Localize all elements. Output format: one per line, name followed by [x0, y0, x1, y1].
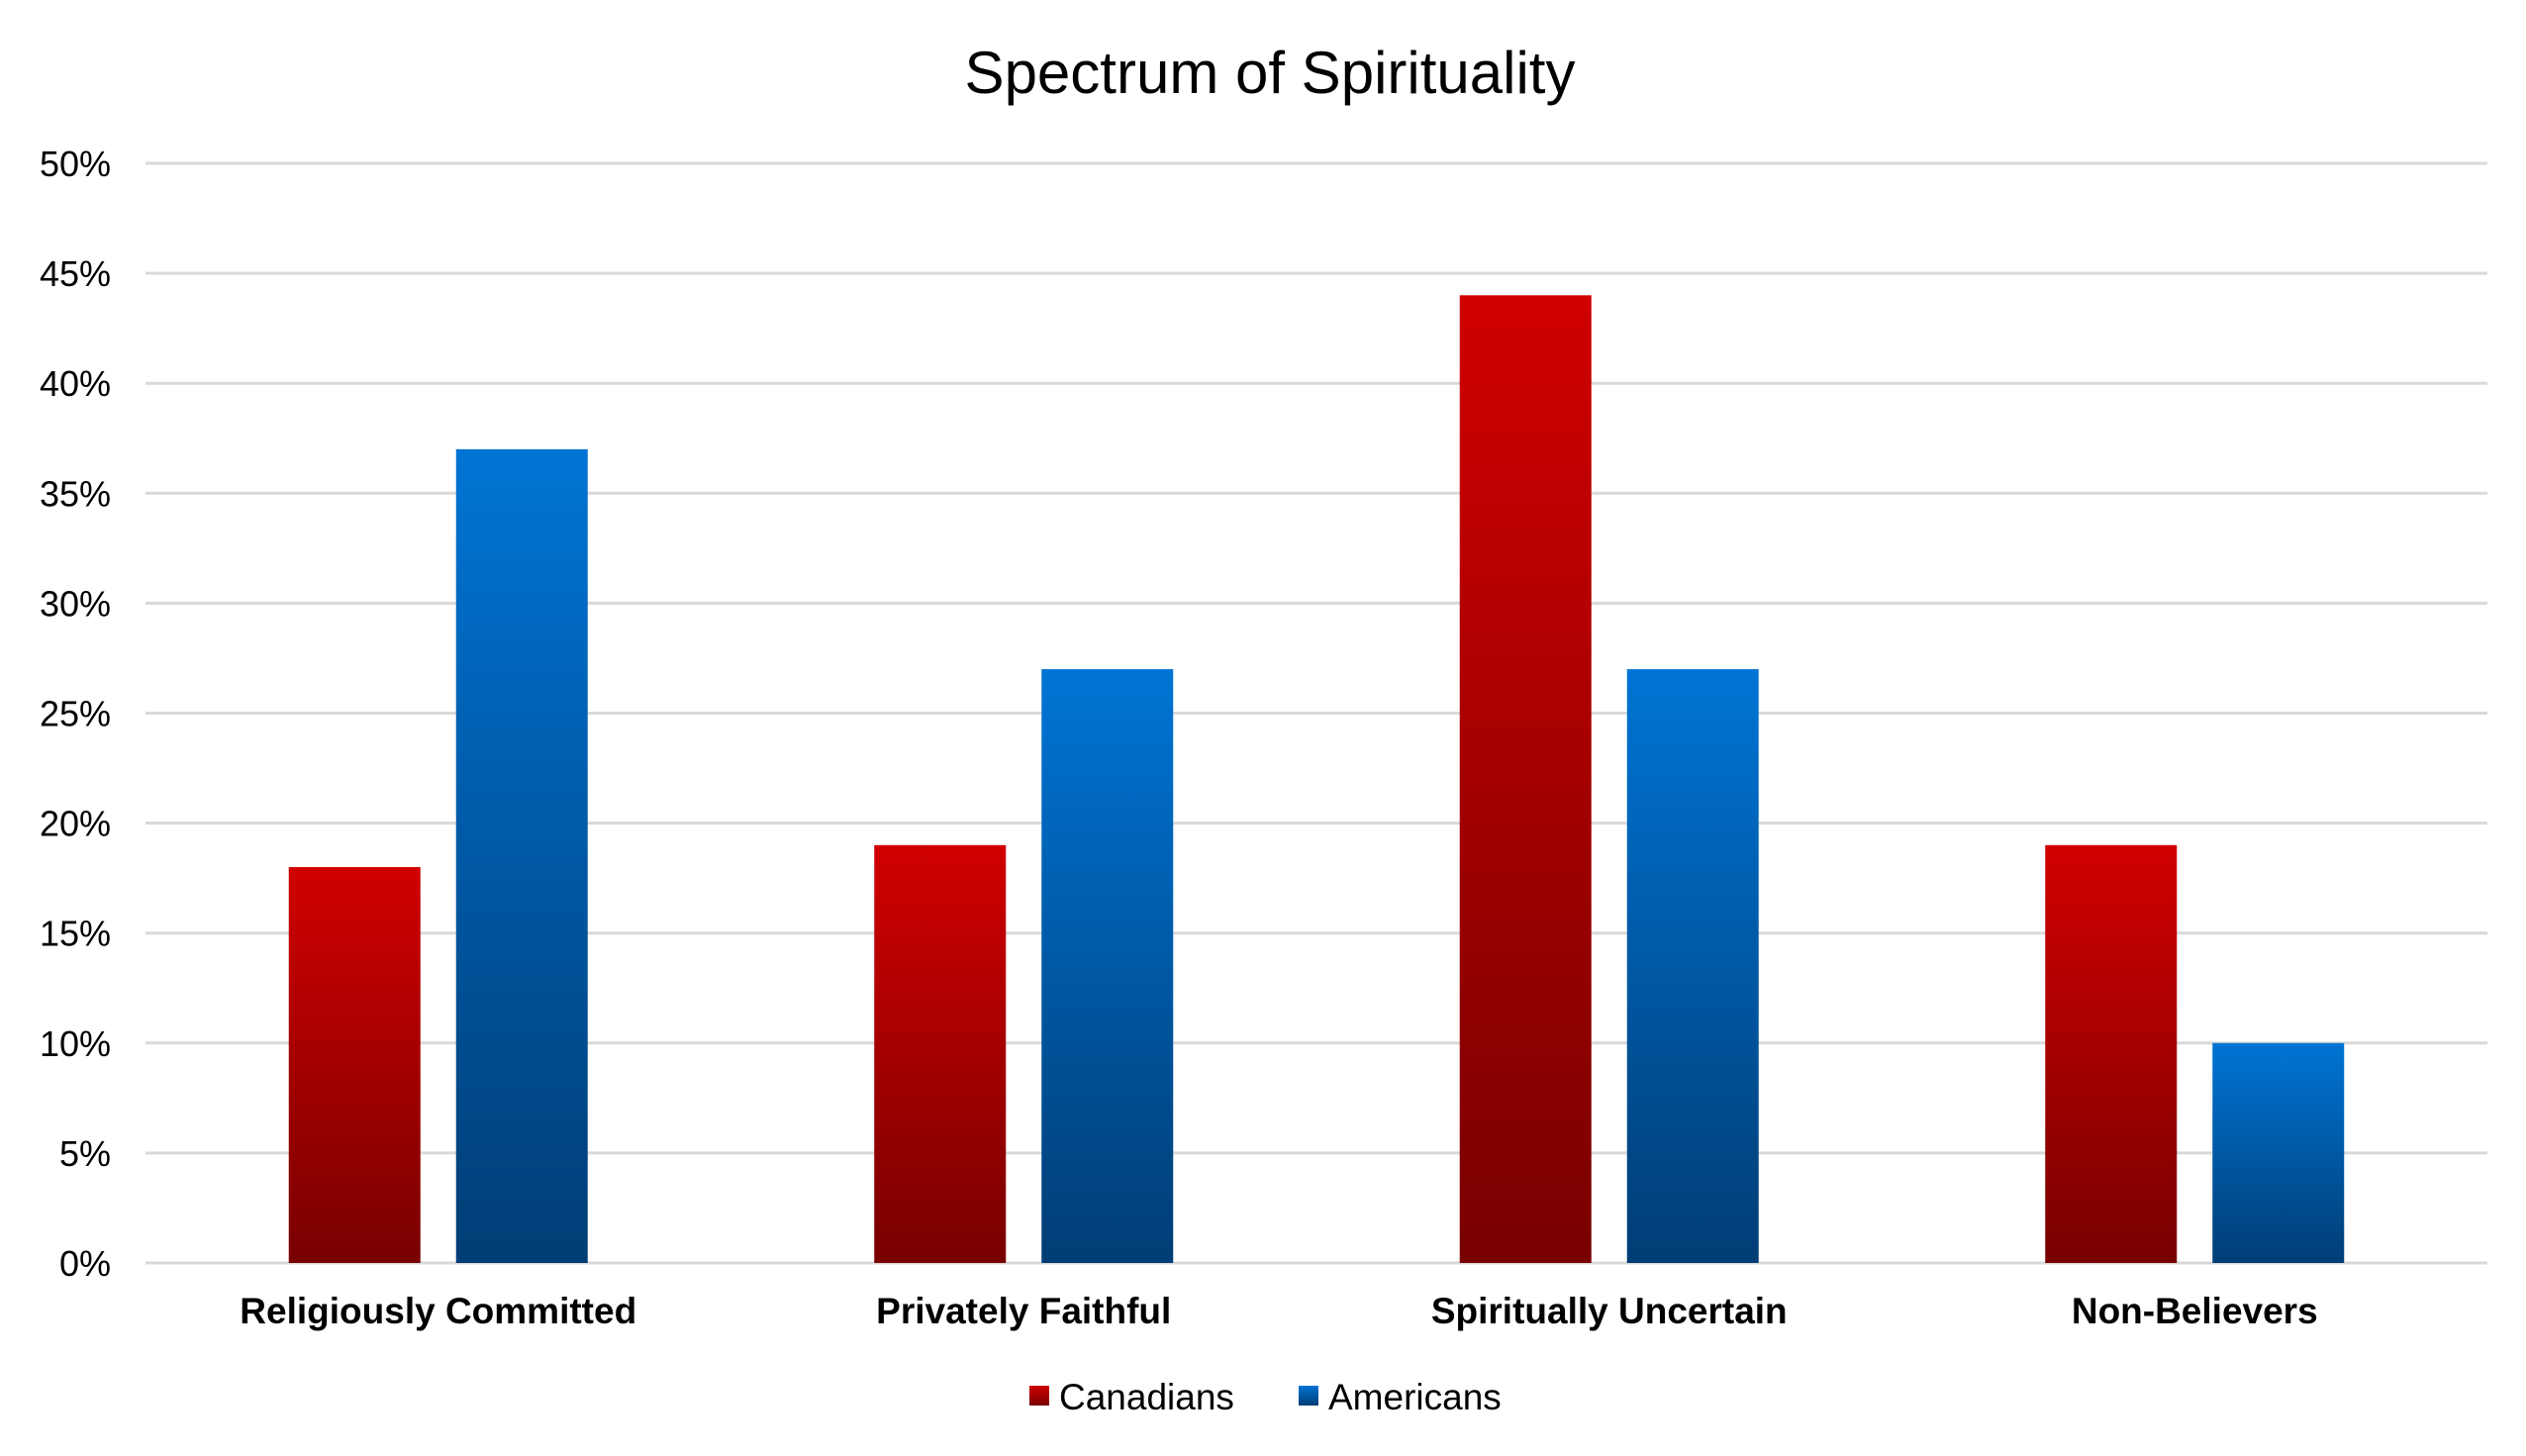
y-tick-label: 45% — [40, 253, 111, 294]
x-category-label: Non-Believers — [2072, 1291, 2318, 1331]
x-axis-categories: Religiously Committed Privately Faithful S… — [240, 1291, 2317, 1331]
y-tick-label: 25% — [40, 694, 111, 734]
legend-label-americans: Americans — [1328, 1377, 1502, 1417]
y-tick-label: 10% — [40, 1023, 111, 1064]
bar-americans-2 — [1626, 669, 1759, 1263]
bar-americans-1 — [1041, 669, 1174, 1263]
x-category-label: Spiritually Uncertain — [1431, 1291, 1788, 1331]
legend-label-canadians: Canadians — [1059, 1377, 1234, 1417]
bar-canadians-1 — [874, 844, 1007, 1263]
y-tick-label: 35% — [40, 473, 111, 514]
bar-canadians-3 — [2045, 844, 2178, 1263]
y-tick-label: 30% — [40, 583, 111, 624]
x-category-label: Religiously Committed — [240, 1291, 636, 1331]
bar-americans-3 — [2212, 1042, 2345, 1263]
chart-title: Spectrum of Spirituality — [965, 40, 1576, 106]
x-category-label: Privately Faithful — [876, 1291, 1171, 1331]
y-axis-ticks: 0% 5% 10% 15% 20% 25% 30% 35% 40% 45% 50% — [40, 144, 111, 1284]
bar-canadians-0 — [288, 867, 421, 1263]
y-tick-label: 5% — [59, 1133, 111, 1174]
y-tick-label: 0% — [59, 1243, 111, 1284]
bar-americans-0 — [455, 448, 588, 1263]
legend: Canadians Americans — [1029, 1377, 1502, 1417]
legend-swatch-canadians — [1029, 1386, 1049, 1406]
bar-canadians-2 — [1459, 295, 1592, 1263]
y-tick-label: 40% — [40, 363, 111, 404]
y-tick-label: 20% — [40, 804, 111, 844]
legend-swatch-americans — [1299, 1386, 1318, 1406]
bars — [288, 295, 2345, 1263]
y-tick-label: 15% — [40, 914, 111, 954]
y-tick-label: 50% — [40, 144, 111, 184]
